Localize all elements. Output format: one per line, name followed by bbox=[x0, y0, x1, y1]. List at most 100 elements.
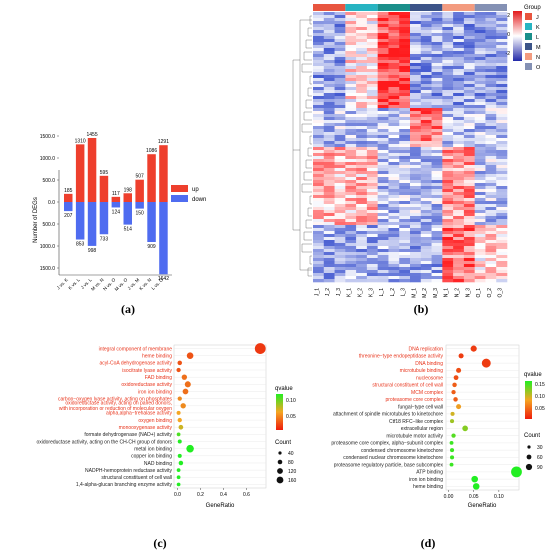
heatmap-cell bbox=[485, 129, 497, 133]
heatmap-cell bbox=[313, 45, 325, 49]
heatmap-cell bbox=[334, 204, 346, 208]
heatmap-cell bbox=[377, 261, 389, 265]
heatmap-cell bbox=[431, 21, 443, 25]
heatmap-cell bbox=[356, 165, 368, 169]
heatmap-cell bbox=[474, 93, 486, 97]
heatmap-cell bbox=[313, 96, 325, 100]
heatmap-cell bbox=[496, 240, 508, 244]
heatmap-cell bbox=[463, 195, 475, 199]
heatmap-cell bbox=[356, 123, 368, 127]
heatmap-column-label: N_2 bbox=[455, 288, 461, 297]
heatmap-cell bbox=[345, 27, 357, 31]
heatmap-cell bbox=[356, 78, 368, 82]
heatmap-cell bbox=[313, 237, 325, 241]
heatmap-cell bbox=[442, 159, 454, 163]
heatmap-cell bbox=[334, 222, 346, 226]
heatmap-cell bbox=[399, 45, 411, 49]
heatmap-cell bbox=[334, 171, 346, 175]
d-term-label: ATP binding bbox=[416, 470, 443, 476]
heatmap-cell bbox=[399, 93, 411, 97]
d-point bbox=[453, 397, 458, 402]
heatmap-cell bbox=[442, 153, 454, 157]
heatmap-cell bbox=[485, 240, 497, 244]
c-xtick-label: 0.0 bbox=[174, 492, 181, 498]
heatmap-group-segment bbox=[345, 4, 378, 11]
heatmap-cell bbox=[463, 237, 475, 241]
heatmap-cell bbox=[366, 267, 378, 271]
heatmap-cell bbox=[453, 117, 465, 121]
heatmap-cell bbox=[410, 96, 422, 100]
heatmap-cell bbox=[485, 30, 497, 34]
heatmap-cell bbox=[399, 60, 411, 64]
heatmap-cell bbox=[334, 108, 346, 112]
heatmap-cell bbox=[313, 207, 325, 211]
heatmap-cell bbox=[420, 129, 432, 133]
heatmap-cell bbox=[377, 102, 389, 106]
heatmap-cell bbox=[334, 237, 346, 241]
heatmap-cell bbox=[420, 138, 432, 142]
heatmap-cell bbox=[453, 24, 465, 28]
deg-bar-up bbox=[99, 175, 109, 202]
heatmap-cell bbox=[399, 264, 411, 268]
heatmap-cell bbox=[323, 81, 335, 85]
heatmap-cell bbox=[399, 108, 411, 112]
heatmap-color-scale: 20-2 bbox=[506, 11, 522, 61]
heatmap-cell bbox=[463, 141, 475, 145]
heatmap-cell bbox=[410, 30, 422, 34]
heatmap-cell bbox=[410, 192, 422, 196]
heatmap-cell bbox=[323, 219, 335, 223]
heatmap-cell bbox=[345, 174, 357, 178]
heatmap-cell bbox=[366, 156, 378, 160]
heatmap-cell bbox=[442, 243, 454, 247]
heatmap-cell bbox=[356, 60, 368, 64]
heatmap-cell bbox=[453, 198, 465, 202]
heatmap-cell bbox=[366, 201, 378, 205]
heatmap-cell bbox=[485, 84, 497, 88]
heatmap-cell bbox=[496, 90, 508, 94]
heatmap-cell bbox=[388, 207, 400, 211]
heatmap-cell bbox=[313, 243, 325, 247]
heatmap-cell bbox=[442, 117, 454, 121]
heatmap-column-label: N_1 bbox=[444, 288, 450, 297]
deg-bar-xtick-label: M vs. O bbox=[114, 277, 129, 292]
heatmap-cell bbox=[453, 180, 465, 184]
heatmap-cell bbox=[388, 183, 400, 187]
heatmap-cell bbox=[463, 84, 475, 88]
heatmap-cell bbox=[474, 54, 486, 58]
heatmap-cell bbox=[356, 192, 368, 196]
heatmap-cell bbox=[442, 213, 454, 217]
d-term-label: extracellular region bbox=[401, 426, 443, 432]
heatmap-cell bbox=[356, 276, 368, 280]
heatmap-cell bbox=[496, 96, 508, 100]
heatmap-cell bbox=[366, 96, 378, 100]
heatmap-cell bbox=[366, 192, 378, 196]
heatmap-cell bbox=[485, 12, 497, 16]
heatmap-cell bbox=[377, 201, 389, 205]
heatmap-cell bbox=[463, 168, 475, 172]
heatmap-cell bbox=[366, 102, 378, 106]
heatmap-cell bbox=[323, 201, 335, 205]
heatmap-cell bbox=[420, 111, 432, 115]
heatmap-cell bbox=[453, 21, 465, 25]
heatmap-cell bbox=[463, 207, 475, 211]
heatmap-cell bbox=[377, 66, 389, 70]
heatmap-cell bbox=[431, 168, 443, 172]
heatmap-cell bbox=[323, 240, 335, 244]
heatmap-cell bbox=[323, 111, 335, 115]
heatmap-cell bbox=[356, 144, 368, 148]
heatmap-cell bbox=[442, 87, 454, 91]
heatmap-cell bbox=[496, 84, 508, 88]
d-term-label: structural constituent of cell wall bbox=[372, 383, 443, 389]
heatmap-cell bbox=[431, 162, 443, 166]
d-count-dot bbox=[526, 454, 532, 460]
heatmap-cell bbox=[453, 150, 465, 154]
dotplot-d-plot-area bbox=[445, 344, 520, 491]
heatmap-cell bbox=[431, 228, 443, 232]
heatmap-cell bbox=[388, 186, 400, 190]
heatmap-cell bbox=[399, 237, 411, 241]
heatmap-cell bbox=[323, 273, 335, 277]
heatmap-cell bbox=[345, 15, 357, 19]
heatmap-cell bbox=[366, 63, 378, 67]
heatmap-cell bbox=[388, 210, 400, 214]
